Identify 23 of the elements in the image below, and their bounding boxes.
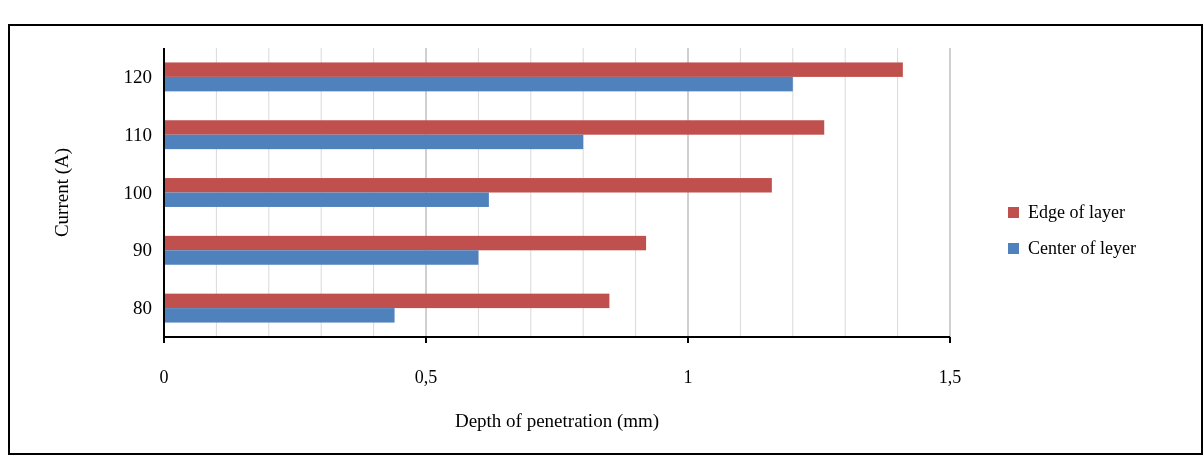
y-tick-label: 90	[133, 239, 152, 261]
y-axis-title: Current (A)	[51, 147, 73, 238]
bar	[164, 134, 584, 150]
bar	[164, 293, 610, 309]
y-tick-label: 120	[123, 65, 152, 87]
y-tick-label: 80	[133, 297, 152, 319]
y-tick-label: 110	[124, 123, 152, 145]
bar	[164, 120, 825, 135]
bar	[164, 308, 395, 323]
x-tick-label: 1	[683, 367, 693, 387]
x-axis-title: Depth of penetration (mm)	[454, 410, 660, 432]
bar	[164, 250, 479, 265]
bar	[164, 62, 903, 77]
legend-label: Edge of layer	[1028, 202, 1125, 222]
bar	[164, 76, 793, 92]
bar	[164, 192, 489, 207]
x-tick-label: 1,5	[938, 367, 962, 387]
bar	[164, 178, 772, 193]
x-tick-label: 0,5	[414, 367, 438, 387]
x-tick-label: 0	[159, 367, 169, 387]
legend-label: Center of leyer	[1028, 238, 1136, 258]
y-tick-label: 100	[123, 181, 152, 203]
bar	[164, 235, 647, 251]
